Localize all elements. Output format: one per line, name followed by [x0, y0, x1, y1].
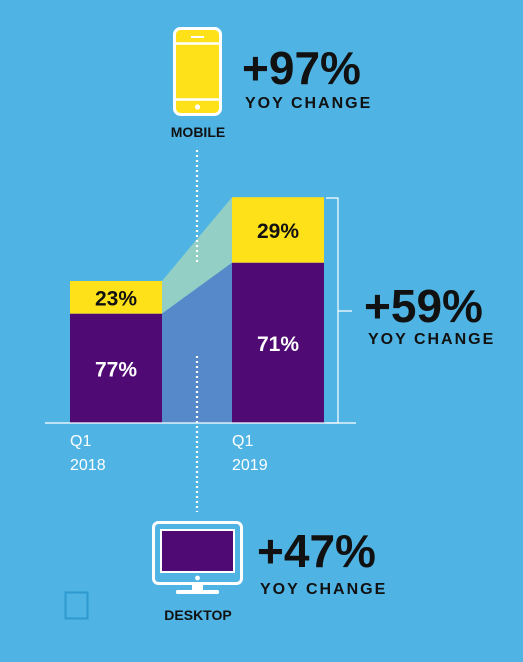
- monitor-icon: [152, 521, 243, 594]
- data-label-2018-mobile: 23%: [95, 287, 137, 310]
- tick-label-q1-2018-quarter: Q1: [70, 433, 91, 450]
- bar-2019-desktop: [232, 262, 324, 423]
- bar-2018-mobile: [70, 281, 162, 314]
- tick-label-q1-2018-year: 2018: [70, 457, 106, 474]
- mobile-label: MOBILE: [171, 124, 225, 140]
- tick-label-q1-2019-quarter: Q1: [232, 433, 253, 450]
- smartphone-icon: [173, 27, 222, 116]
- mobile-change-value: +97%: [242, 42, 361, 94]
- data-label-2018-desktop: 77%: [95, 358, 137, 381]
- tick-label-q1-2019-year: 2019: [232, 457, 268, 474]
- total-change-label: YOY CHANGE: [368, 331, 495, 348]
- desktop-label: DESKTOP: [164, 607, 231, 623]
- total-change-value: +59%: [364, 280, 483, 332]
- total-bracket: [326, 197, 352, 424]
- mobile-change-label: YOY CHANGE: [245, 95, 372, 112]
- bar-2019-mobile: [232, 197, 324, 263]
- desktop-change-value: +47%: [257, 525, 376, 577]
- desktop-growth-band: [162, 262, 232, 423]
- data-label-2019-mobile: 29%: [257, 220, 299, 243]
- decorative-square: [64, 591, 89, 620]
- desktop-change-label: YOY CHANGE: [260, 581, 387, 598]
- data-label-2019-desktop: 71%: [257, 333, 299, 356]
- bar-2018-desktop: [70, 313, 162, 423]
